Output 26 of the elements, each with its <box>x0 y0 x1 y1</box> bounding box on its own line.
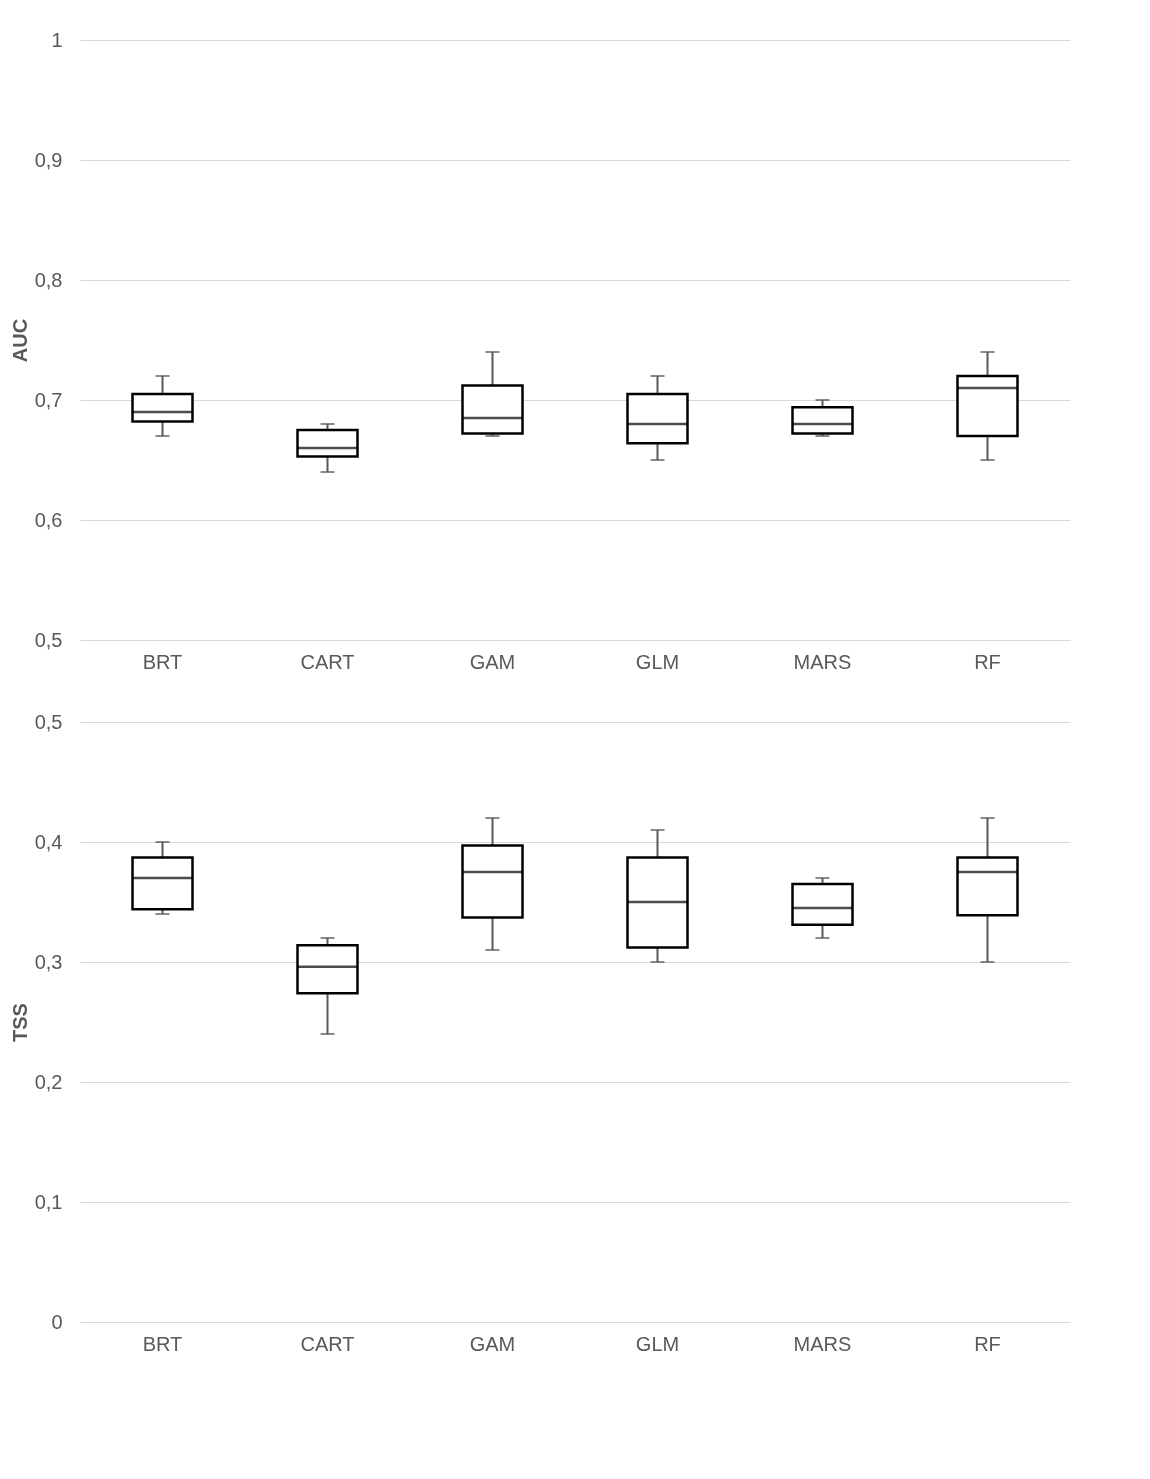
x-tick-label: MARS <box>793 650 852 673</box>
x-tick-label: GLM <box>635 650 680 673</box>
y-axis-title: TSS <box>8 1003 31 1042</box>
y-tick-label: 0,4 <box>34 830 63 853</box>
y-tick-label: 0,5 <box>34 710 63 733</box>
y-axis-title: AUC <box>8 318 31 363</box>
y-tick-label: 0,9 <box>34 148 63 171</box>
x-tick-label: GLM <box>635 1332 680 1355</box>
x-tick-label: RF <box>974 650 1001 673</box>
y-tick-label: 0,7 <box>34 388 63 411</box>
x-tick-label: CART <box>300 1332 355 1355</box>
y-tick-label: 0,3 <box>34 950 63 973</box>
y-tick-label: 0,8 <box>34 268 63 291</box>
x-tick-label: GAM <box>469 1332 516 1355</box>
y-tick-label: 0 <box>51 1310 63 1333</box>
x-tick-label: BRT <box>142 1332 183 1355</box>
y-tick-label: 0,5 <box>34 628 63 651</box>
y-tick-label: 0,6 <box>34 508 63 531</box>
x-tick-label: RF <box>974 1332 1001 1355</box>
y-tick-label: 0,2 <box>34 1070 63 1093</box>
x-tick-label: MARS <box>793 1332 852 1355</box>
x-tick-label: GAM <box>469 650 516 673</box>
x-tick-label: BRT <box>142 650 183 673</box>
x-tick-label: CART <box>300 650 355 673</box>
y-tick-label: 0,1 <box>34 1190 63 1213</box>
y-tick-label: 1 <box>51 28 63 51</box>
